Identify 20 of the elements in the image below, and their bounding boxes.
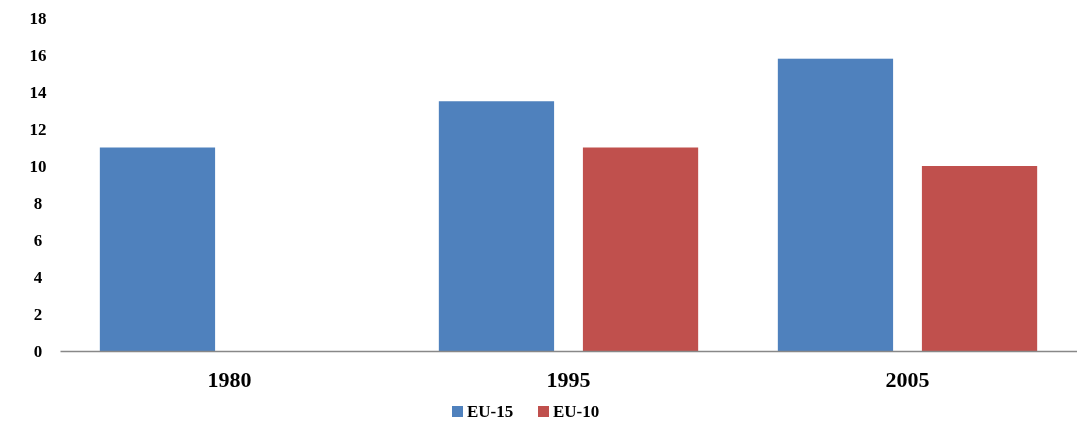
y-tick-label: 8 [33, 193, 43, 213]
bar [777, 58, 894, 351]
y-tick-label: 12 [29, 119, 47, 139]
y-tick-label: 14 [29, 82, 47, 102]
y-tick-label: 10 [29, 156, 47, 176]
y-tick-label: 2 [33, 304, 43, 324]
bar [438, 101, 555, 351]
bar [582, 147, 699, 351]
legend-label: EU-15 [467, 402, 514, 421]
legend-label: EU-10 [553, 402, 600, 421]
x-tick-label: 2005 [885, 366, 930, 392]
x-tick-label: 1980 [207, 366, 252, 392]
y-tick-label: 18 [29, 8, 47, 28]
y-tick-label: 6 [33, 230, 43, 250]
bar [99, 147, 216, 351]
y-tick-label: 0 [33, 341, 43, 361]
y-tick-label: 4 [33, 267, 43, 287]
bar [921, 166, 1038, 351]
y-tick-label: 16 [29, 45, 47, 65]
x-tick-label: 1995 [546, 366, 591, 392]
